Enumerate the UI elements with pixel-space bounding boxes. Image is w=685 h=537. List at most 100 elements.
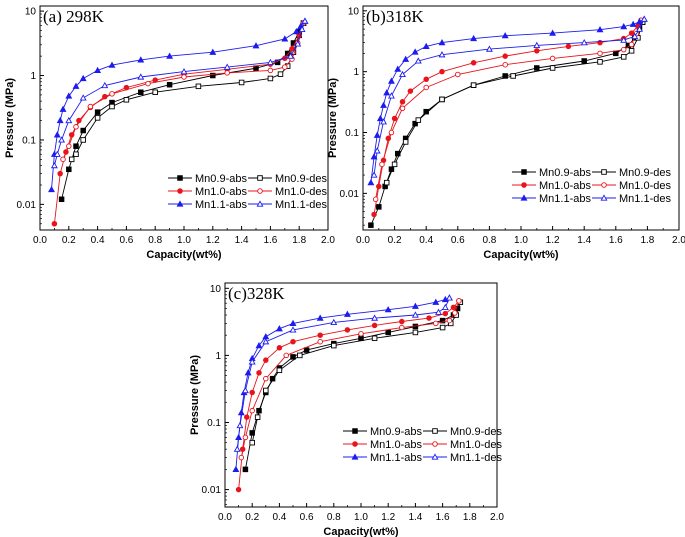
data-point xyxy=(384,306,392,313)
x-tick-label: 1.0 xyxy=(177,235,191,246)
data-point xyxy=(399,99,406,105)
data-point xyxy=(262,338,270,345)
data-point xyxy=(502,61,508,68)
data-point xyxy=(152,89,158,95)
series-line xyxy=(71,23,304,160)
data-point xyxy=(94,66,102,74)
data-point xyxy=(235,486,242,493)
data-point xyxy=(432,298,440,305)
legend-label: Mn0.9-abs xyxy=(370,426,422,438)
legend-label: Mn1.0-abs xyxy=(370,439,422,451)
data-point xyxy=(254,414,261,420)
data-point xyxy=(80,127,86,134)
data-point xyxy=(581,58,587,64)
data-point xyxy=(423,76,429,83)
data-point xyxy=(446,317,453,324)
data-point xyxy=(636,18,643,25)
x-tick-label: 0.6 xyxy=(119,235,133,246)
x-tick-label: 1.4 xyxy=(235,235,249,246)
y-tick-label: 0.1 xyxy=(345,128,359,139)
legend-marker xyxy=(257,175,263,181)
data-point xyxy=(415,117,422,123)
data-point xyxy=(470,60,477,66)
chart-title: (c)328K xyxy=(228,284,285,303)
data-point xyxy=(450,304,457,311)
y-axis-label: Pressure (MPa) xyxy=(189,355,201,435)
data-point xyxy=(263,357,269,363)
data-point xyxy=(277,71,284,77)
data-point xyxy=(422,42,430,50)
data-point xyxy=(248,358,256,365)
data-point xyxy=(73,143,79,149)
data-point xyxy=(65,92,73,99)
data-point xyxy=(283,352,289,359)
data-point xyxy=(628,48,635,54)
x-tick-label: 0.0 xyxy=(356,235,370,246)
data-point xyxy=(50,161,58,169)
data-point xyxy=(109,103,115,110)
data-point xyxy=(376,204,382,210)
legend-marker xyxy=(601,182,607,188)
data-point xyxy=(628,30,635,36)
legend-label: Mn1.1-des xyxy=(275,199,327,211)
data-point xyxy=(501,32,509,39)
data-point xyxy=(407,88,414,94)
data-point xyxy=(232,465,240,472)
data-point xyxy=(267,75,274,82)
data-point xyxy=(372,196,379,203)
data-point xyxy=(380,101,388,108)
data-point xyxy=(48,185,55,193)
legend-label: Mn1.1-des xyxy=(619,193,671,205)
data-point xyxy=(294,40,302,47)
data-point xyxy=(534,48,540,54)
legend-label: Mn1.1-abs xyxy=(539,193,591,205)
data-point xyxy=(452,310,458,316)
x-tick-label: 1.8 xyxy=(640,235,654,246)
x-tick-label: 1.0 xyxy=(514,235,528,246)
data-point xyxy=(138,89,144,95)
data-point xyxy=(73,151,79,157)
data-point xyxy=(242,434,249,441)
data-point xyxy=(414,57,422,64)
data-point xyxy=(137,73,145,80)
y-axis-label: Pressure (MPa) xyxy=(4,78,16,158)
series-Mn0.9-des xyxy=(383,19,646,186)
data-point xyxy=(166,52,174,59)
data-point xyxy=(629,20,637,27)
data-point xyxy=(252,42,260,49)
data-point xyxy=(640,15,648,22)
data-point xyxy=(426,315,432,321)
series-line xyxy=(62,23,304,160)
x-tick-label: 2.0 xyxy=(321,235,335,246)
chart-title: (a) 298K xyxy=(43,7,105,26)
x-tick-label: 1.8 xyxy=(463,512,477,523)
legend-marker xyxy=(352,441,358,447)
series-Mn1.0-abs xyxy=(51,20,307,227)
data-point xyxy=(287,52,295,59)
data-point xyxy=(358,335,364,342)
data-point xyxy=(441,303,449,310)
data-point xyxy=(101,81,109,89)
data-point xyxy=(301,17,309,24)
data-point xyxy=(367,179,375,186)
data-point xyxy=(73,124,79,130)
data-point xyxy=(224,70,230,76)
data-point xyxy=(411,48,419,55)
data-point xyxy=(303,347,310,353)
data-point xyxy=(79,94,87,101)
data-point xyxy=(343,310,351,317)
data-point xyxy=(275,325,283,332)
data-point xyxy=(249,389,255,396)
data-point xyxy=(263,375,269,382)
legend-marker xyxy=(177,188,183,194)
data-point xyxy=(597,39,603,46)
data-point xyxy=(292,28,300,35)
x-tick-label: 0.8 xyxy=(482,235,496,246)
data-point xyxy=(485,45,493,52)
x-tick-label: 1.6 xyxy=(609,235,623,246)
chart-panel-c: 0.0 0.2 0.4 0.6 0.8 1.0 1.2 1.4 1.6 1.8 2.0 0.01 0.1… xyxy=(189,282,504,537)
data-point xyxy=(394,65,402,72)
data-point xyxy=(510,73,516,79)
